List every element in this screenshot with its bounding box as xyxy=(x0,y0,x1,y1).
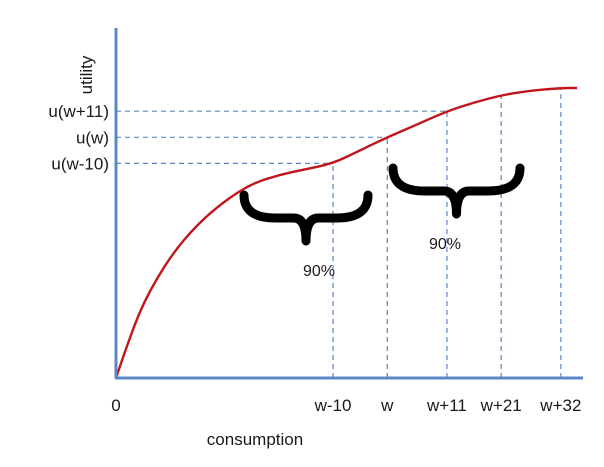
x-tick-label: w-10 xyxy=(314,396,352,415)
utility-curve xyxy=(114,86,578,379)
x-tick-labels: 0 w-10 w w+11 w+21 w+32 xyxy=(111,396,581,415)
curve-layer xyxy=(114,86,578,379)
y-tick-label: u(w) xyxy=(76,128,109,147)
guide-lines xyxy=(116,88,562,378)
curly-brace xyxy=(239,190,373,246)
x-tick-label: w xyxy=(380,396,394,415)
x-tick-label: w+32 xyxy=(539,396,581,415)
curly-brace xyxy=(388,163,525,219)
x-tick-label: 0 xyxy=(111,396,120,415)
y-tick-label: u(w-10) xyxy=(51,154,109,173)
brace-layer: 90% 90% xyxy=(239,163,525,280)
x-axis-label: consumption xyxy=(207,430,303,449)
y-tick-labels: u(w-10) u(w) u(w+11) xyxy=(48,102,109,173)
y-axis-label: utility xyxy=(77,55,96,94)
y-tick-label: u(w+11) xyxy=(48,102,109,121)
x-tick-label: w+21 xyxy=(480,396,522,415)
x-tick-label: w+11 xyxy=(426,396,467,415)
percentage-label: 90% xyxy=(429,236,461,253)
percentage-label: 90% xyxy=(303,263,335,280)
axes xyxy=(114,28,583,380)
